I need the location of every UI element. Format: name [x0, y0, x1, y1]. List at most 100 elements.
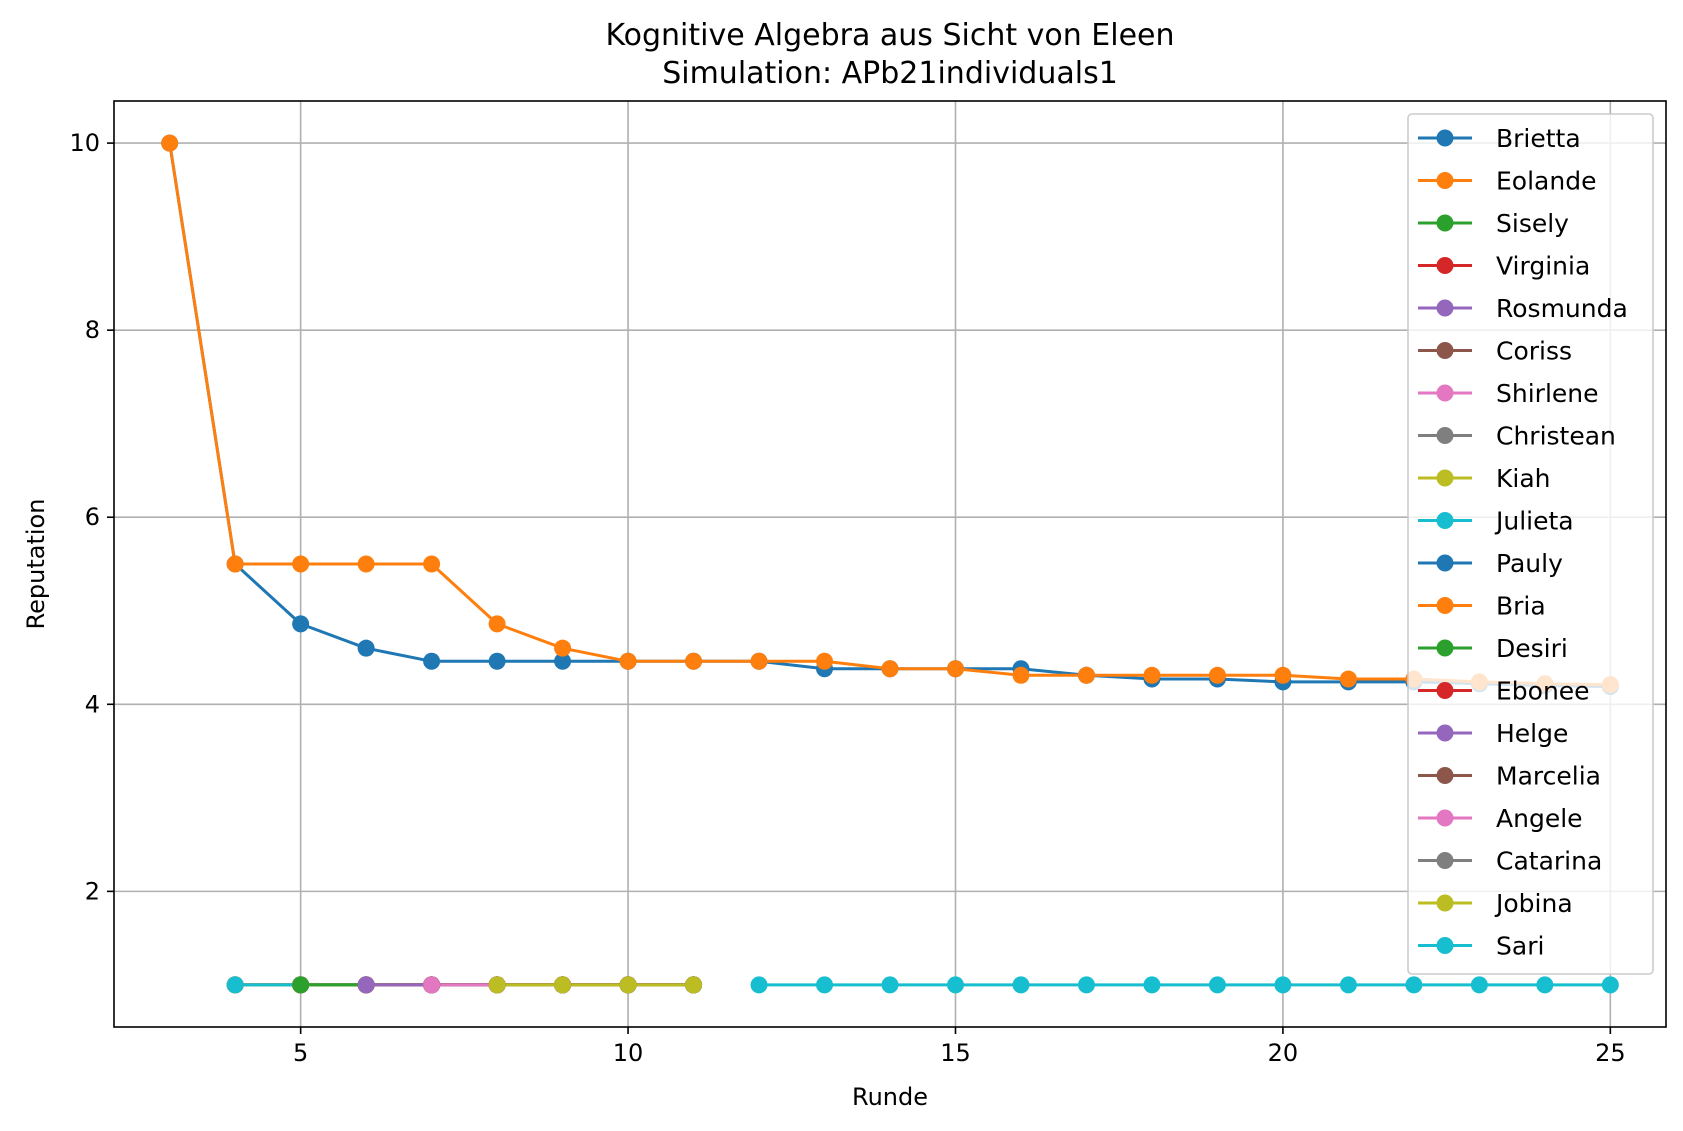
data-point-jobina	[685, 976, 703, 994]
data-point-eolande	[292, 555, 310, 573]
legend-marker	[1436, 597, 1454, 614]
chart-subtitle: Simulation: APb21individuals1	[662, 56, 1118, 91]
legend-label: Eolande	[1496, 167, 1596, 196]
data-point-sari	[750, 976, 768, 994]
x-axis-label: Runde	[852, 1083, 928, 1111]
data-point-angele	[423, 976, 441, 994]
legend-label: Angele	[1496, 804, 1583, 833]
legend-label: Helge	[1496, 719, 1568, 748]
data-point-eolande	[685, 652, 703, 670]
legend-label: Pauly	[1496, 549, 1563, 578]
data-point-eolande	[1012, 666, 1030, 684]
data-point-brietta	[423, 652, 441, 670]
legend-label: Brietta	[1496, 124, 1581, 153]
x-tick-label: 10	[613, 1039, 644, 1067]
legend-marker	[1436, 342, 1454, 359]
legend-label: Marcelia	[1496, 762, 1601, 791]
legend-marker	[1436, 512, 1454, 529]
legend-label: Bria	[1496, 592, 1546, 621]
legend-marker	[1436, 257, 1454, 274]
data-point-eolande	[226, 555, 244, 573]
data-point-eolande	[1077, 666, 1095, 684]
legend-label: Rosmunda	[1496, 294, 1628, 323]
x-tick-label: 20	[1268, 1039, 1299, 1067]
legend-marker	[1436, 427, 1454, 444]
legend-box	[1407, 113, 1654, 975]
data-point-eolande	[619, 652, 637, 670]
data-point-eolande	[946, 660, 964, 678]
legend-label: Sari	[1496, 932, 1544, 961]
legend-marker	[1436, 682, 1454, 699]
data-point-sari	[1208, 976, 1226, 994]
legend-marker	[1436, 852, 1454, 869]
data-point-desiri	[292, 976, 310, 994]
data-point-eolande	[488, 615, 506, 633]
data-point-brietta	[357, 639, 375, 657]
legend-marker	[1436, 809, 1454, 827]
legend-marker	[1436, 129, 1454, 147]
legend-marker	[1436, 894, 1454, 912]
data-point-eolande	[1274, 666, 1292, 684]
legend-marker	[1436, 469, 1454, 487]
legend-label: Coriss	[1496, 337, 1572, 366]
data-point-brietta	[554, 652, 572, 670]
data-point-sari	[816, 976, 834, 994]
data-point-jobina	[488, 976, 506, 994]
data-point-julieta	[226, 976, 244, 994]
data-point-eolande	[750, 652, 768, 670]
legend-label: Ebonee	[1496, 677, 1590, 706]
data-point-eolande	[816, 652, 834, 670]
y-tick-label: 10	[69, 129, 100, 157]
y-tick-label: 6	[85, 503, 100, 531]
legend-marker	[1436, 172, 1454, 189]
legend-label: Christean	[1496, 422, 1616, 451]
data-point-eolande	[554, 639, 572, 657]
data-point-sari	[1143, 976, 1161, 994]
data-point-eolande	[1339, 670, 1357, 688]
data-point-sari	[1339, 976, 1357, 994]
data-point-eolande	[423, 555, 441, 573]
legend-label: Sisely	[1496, 209, 1569, 238]
legend-label: Jobina	[1494, 889, 1573, 918]
x-tick-label: 5	[293, 1039, 308, 1067]
data-point-eolande	[357, 555, 375, 573]
legend-marker	[1436, 767, 1454, 784]
plot-frame	[113, 100, 1667, 1028]
data-point-helge	[357, 976, 375, 994]
legend-label: Shirlene	[1496, 379, 1599, 408]
data-point-sari	[946, 976, 964, 994]
data-point-jobina	[554, 976, 572, 994]
data-point-sari	[1601, 976, 1619, 994]
data-point-sari	[1470, 976, 1488, 994]
legend-marker	[1436, 724, 1454, 742]
legend-label: Catarina	[1496, 847, 1602, 876]
legend-marker	[1436, 554, 1454, 572]
legend-marker	[1436, 214, 1454, 232]
data-point-sari	[1012, 976, 1030, 994]
data-point-eolande	[881, 660, 899, 678]
data-point-eolande	[1208, 666, 1226, 684]
data-point-brietta	[488, 652, 506, 670]
series-markers	[161, 134, 1619, 994]
x-tick-label: 15	[940, 1039, 971, 1067]
legend-label: Virginia	[1496, 252, 1590, 281]
data-point-jobina	[619, 976, 637, 994]
legend-marker	[1436, 384, 1454, 402]
data-point-eolande	[1143, 666, 1161, 684]
y-tick-label: 8	[85, 316, 100, 344]
legend-marker	[1436, 299, 1454, 317]
y-axis-label: Reputation	[22, 499, 50, 630]
data-point-sari	[881, 976, 899, 994]
data-point-sari	[1405, 976, 1423, 994]
legend-marker	[1436, 937, 1454, 954]
y-axis-ticks: 2 4 6 8 10	[69, 129, 114, 905]
chart-title: Kognitive Algebra aus Sicht von Eleen	[605, 18, 1174, 53]
y-tick-label: 2	[85, 877, 100, 905]
y-tick-label: 4	[85, 690, 100, 718]
legend-marker	[1436, 639, 1454, 657]
legend: Brietta Eolande Sisely Virginia Rosmunda Cori…	[1407, 113, 1654, 975]
legend-label: Julieta	[1494, 507, 1574, 536]
data-point-sari	[1077, 976, 1095, 994]
x-tick-label: 25	[1595, 1039, 1626, 1067]
